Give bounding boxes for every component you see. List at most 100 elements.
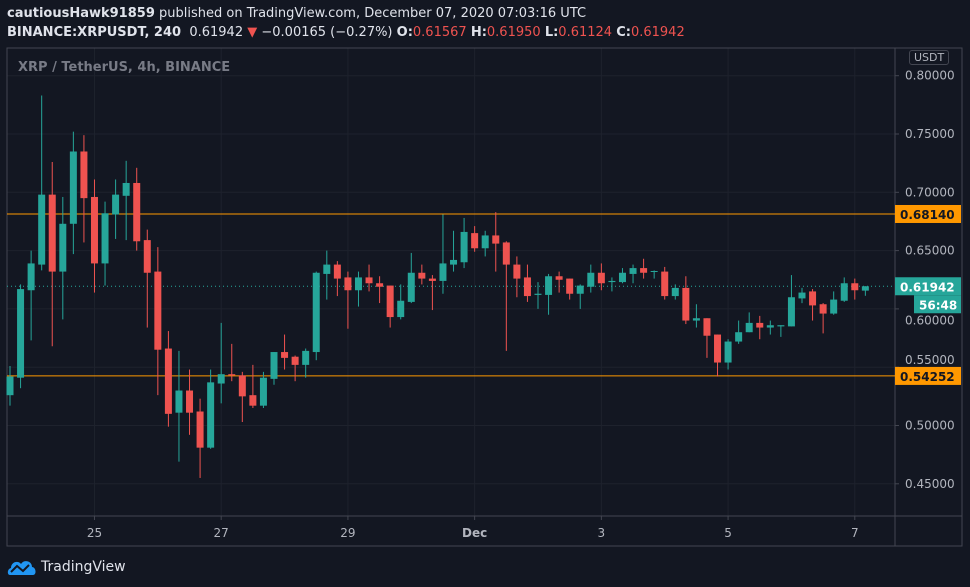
candle bbox=[143, 229, 151, 328]
low-label: L: bbox=[544, 25, 559, 40]
candle bbox=[196, 398, 204, 478]
candle bbox=[861, 286, 869, 296]
time-tick-label: 3 bbox=[598, 526, 606, 540]
candle-body bbox=[703, 318, 711, 336]
candle bbox=[661, 266, 669, 300]
candle-body bbox=[640, 268, 648, 273]
candle-body bbox=[798, 292, 806, 299]
high-value: 0.61950 bbox=[486, 25, 541, 40]
candle-body bbox=[534, 293, 542, 295]
candle-body bbox=[101, 213, 109, 264]
tradingview-logo[interactable]: TradingView bbox=[7, 557, 126, 577]
candle-body bbox=[661, 271, 669, 297]
candle-body bbox=[724, 341, 732, 363]
candle-body bbox=[217, 374, 225, 384]
candle bbox=[69, 131, 77, 255]
candle-body bbox=[59, 223, 67, 272]
candle bbox=[766, 320, 774, 335]
candle-body bbox=[629, 268, 637, 274]
candle bbox=[576, 284, 584, 309]
candle-body bbox=[481, 235, 489, 249]
candle bbox=[587, 264, 595, 293]
candle bbox=[17, 284, 25, 389]
candle bbox=[502, 241, 510, 351]
chart-legend: XRP / TetherUS, 4h, BINANCE bbox=[18, 60, 231, 75]
candle bbox=[228, 343, 236, 382]
price-tick-label: 0.75000 bbox=[905, 127, 955, 141]
triangle-down-icon: ▼ bbox=[247, 25, 258, 40]
candle-body bbox=[840, 283, 848, 301]
candle bbox=[756, 315, 764, 340]
candle bbox=[38, 95, 46, 271]
price-tick-label: 0.80000 bbox=[905, 69, 955, 83]
candle bbox=[333, 261, 341, 297]
candle-body bbox=[365, 277, 373, 284]
candle-body bbox=[787, 297, 795, 327]
candle bbox=[164, 331, 172, 427]
currency-badge[interactable]: USDT bbox=[909, 50, 950, 65]
candle-body bbox=[238, 375, 246, 397]
candle-body bbox=[851, 283, 859, 291]
low-value: 0.61124 bbox=[558, 25, 613, 40]
candle bbox=[787, 275, 795, 327]
candle bbox=[249, 364, 257, 409]
candle bbox=[291, 355, 299, 382]
candle bbox=[851, 278, 859, 300]
candle-body bbox=[418, 272, 426, 279]
candle-body bbox=[281, 352, 289, 358]
candle bbox=[608, 277, 616, 292]
tradingview-cloud-icon bbox=[7, 561, 36, 575]
candle-body bbox=[671, 287, 679, 297]
candle bbox=[48, 161, 56, 347]
last-price-badge-text: 0.61942 bbox=[900, 280, 955, 294]
candle-body bbox=[376, 283, 384, 287]
price-change: −0.00165 (−0.27%) bbox=[261, 25, 393, 40]
candle-body bbox=[766, 325, 774, 328]
candle bbox=[323, 250, 331, 300]
candle-body bbox=[397, 300, 405, 318]
candle-body bbox=[576, 285, 584, 294]
candle bbox=[407, 252, 415, 304]
candle bbox=[450, 230, 458, 272]
candle bbox=[101, 201, 109, 286]
candle bbox=[534, 282, 542, 309]
price-tick-label: 0.50000 bbox=[905, 419, 955, 433]
publish-info: cautiousHawk91859 published on TradingVi… bbox=[7, 6, 586, 21]
candle bbox=[481, 230, 489, 257]
candle-body bbox=[809, 291, 817, 306]
candle-body bbox=[830, 299, 838, 314]
candle-body bbox=[471, 233, 479, 249]
last-price: 0.61942 bbox=[189, 25, 244, 40]
candle-body bbox=[344, 277, 352, 291]
published-text: published on TradingView.com, December 0… bbox=[159, 6, 587, 21]
candle bbox=[6, 366, 14, 406]
candle bbox=[714, 334, 722, 377]
candle-body bbox=[428, 278, 436, 281]
candle-body bbox=[291, 356, 299, 365]
candle-body bbox=[6, 376, 14, 396]
candle bbox=[513, 256, 521, 298]
candle-body bbox=[80, 151, 88, 199]
candle bbox=[397, 284, 405, 320]
candle bbox=[640, 258, 648, 279]
candle bbox=[122, 160, 130, 241]
candle bbox=[692, 304, 700, 328]
candle bbox=[259, 371, 267, 409]
candle-body bbox=[460, 231, 468, 263]
candle bbox=[745, 312, 753, 333]
candle bbox=[777, 325, 785, 337]
candle-body bbox=[38, 194, 46, 265]
price-tick-label: 0.60000 bbox=[905, 313, 955, 327]
author-name[interactable]: cautiousHawk91859 bbox=[7, 6, 155, 21]
candle-body bbox=[650, 271, 658, 273]
candle bbox=[492, 212, 500, 272]
candle bbox=[344, 271, 352, 329]
candle-body bbox=[492, 235, 500, 244]
candle bbox=[819, 303, 827, 334]
candle bbox=[703, 318, 711, 358]
candle-body bbox=[154, 271, 162, 350]
candle-body bbox=[618, 272, 626, 283]
candle-body bbox=[175, 390, 183, 413]
candle-body bbox=[502, 242, 510, 265]
